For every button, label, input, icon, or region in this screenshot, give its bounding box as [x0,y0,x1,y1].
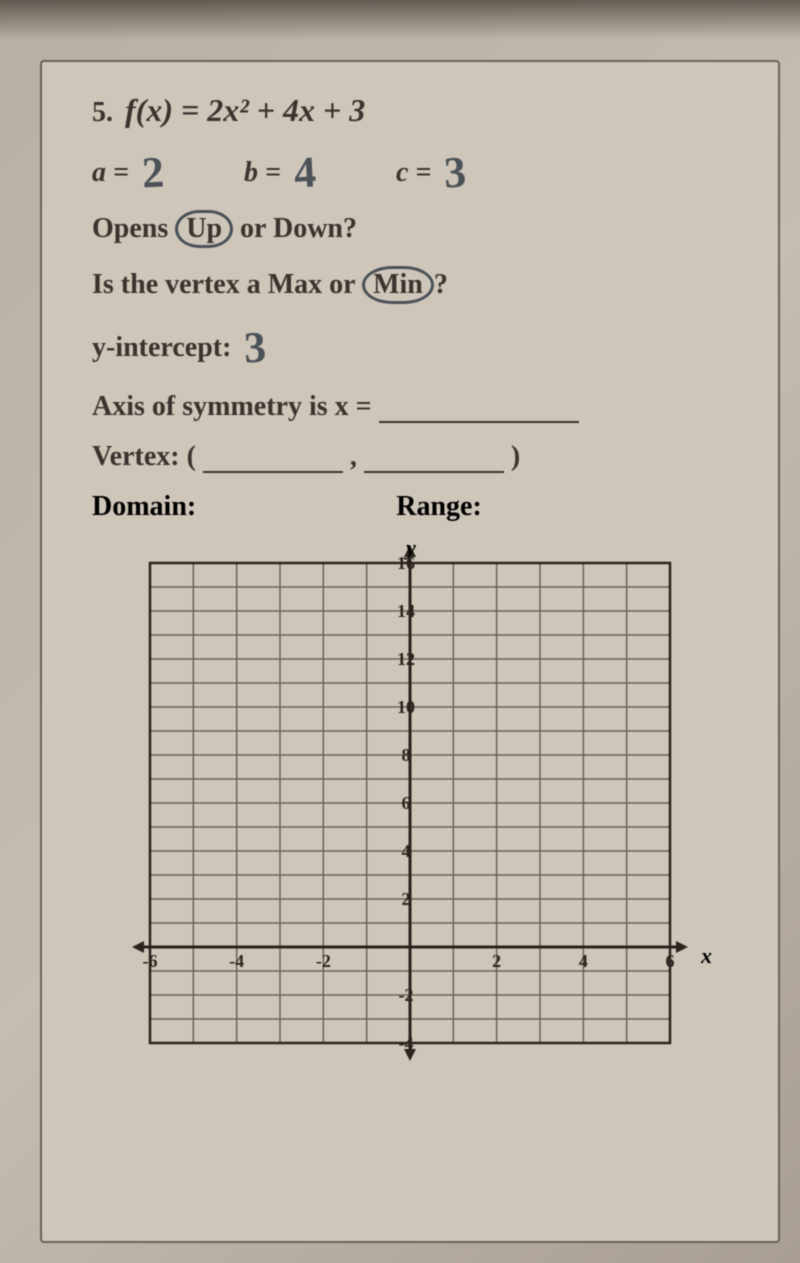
b-label: b = [244,157,281,188]
svg-text:-2: -2 [399,985,414,1005]
svg-text:2: 2 [402,889,411,909]
function-equation: f(x) = 2x² + 4x + 3 [125,92,365,128]
opens-pre: Opens [92,213,175,244]
domain-range-row: Domain: Range: [92,491,728,523]
y-axis-label: y [406,535,416,561]
yint-value: 3 [243,321,268,373]
svg-text:-4: -4 [399,1033,414,1053]
yintercept-line: y-intercept: 3 [92,322,728,373]
svg-text:12: 12 [397,649,415,669]
svg-text:6: 6 [402,793,411,813]
vertex-x-blank[interactable] [203,447,343,473]
c-label: c = [396,157,431,188]
vertex-post: ? [434,269,448,300]
vertex-question: Is the vertex a Max or Min? [92,266,728,304]
x-axis-label: x [701,943,712,969]
yint-label: y-intercept: [92,332,231,363]
opens-circled: Up [175,210,233,248]
shadow-top [0,0,800,40]
svg-text:-6: -6 [143,951,158,971]
coefficients-row: a = 2 b = 4 c = 3 [92,147,728,198]
svg-text:10: 10 [397,697,415,717]
svg-text:2: 2 [492,951,501,971]
vertex-circled: Min [362,266,434,304]
c-value: 3 [443,146,468,198]
svg-text:8: 8 [402,745,411,765]
vertex-label: Vertex: ( [92,441,196,472]
svg-text:4: 4 [402,841,411,861]
a-value: 2 [141,146,166,198]
vertex-end: ) [511,441,520,472]
vertex-y-blank[interactable] [364,447,504,473]
equation-line: 5. f(x) = 2x² + 4x + 3 [92,92,728,129]
svg-text:4: 4 [579,951,588,971]
axis-blank[interactable] [379,397,579,423]
axis-label: Axis of symmetry is x = [92,391,372,422]
opens-question: Opens Up or Down? [92,210,728,248]
vertex-line: Vertex: ( , ) [92,441,728,473]
svg-text:6: 6 [666,951,675,971]
coordinate-graph: y x 161412108642-2-4-6-4-2246 [130,543,690,1063]
opens-post: or Down? [233,213,357,244]
svg-text:14: 14 [397,601,415,621]
problem-number: 5. [92,97,113,128]
coeff-c: c = 3 [396,147,466,198]
worksheet-page: 5. f(x) = 2x² + 4x + 3 a = 2 b = 4 c = 3… [40,60,780,1243]
range-label: Range: [396,491,482,523]
domain-label: Domain: [92,491,196,523]
coeff-a: a = 2 [92,147,164,198]
vertex-mid: , [350,441,357,472]
vertex-pre: Is the vertex a Max or [92,269,362,300]
b-value: 4 [293,146,318,198]
a-label: a = [92,157,129,188]
svg-text:-2: -2 [316,951,331,971]
svg-text:-4: -4 [229,951,244,971]
graph-svg: 161412108642-2-4-6-4-2246 [130,543,690,1063]
coeff-b: b = 4 [244,147,316,198]
axis-symmetry-line: Axis of symmetry is x = [92,391,728,423]
